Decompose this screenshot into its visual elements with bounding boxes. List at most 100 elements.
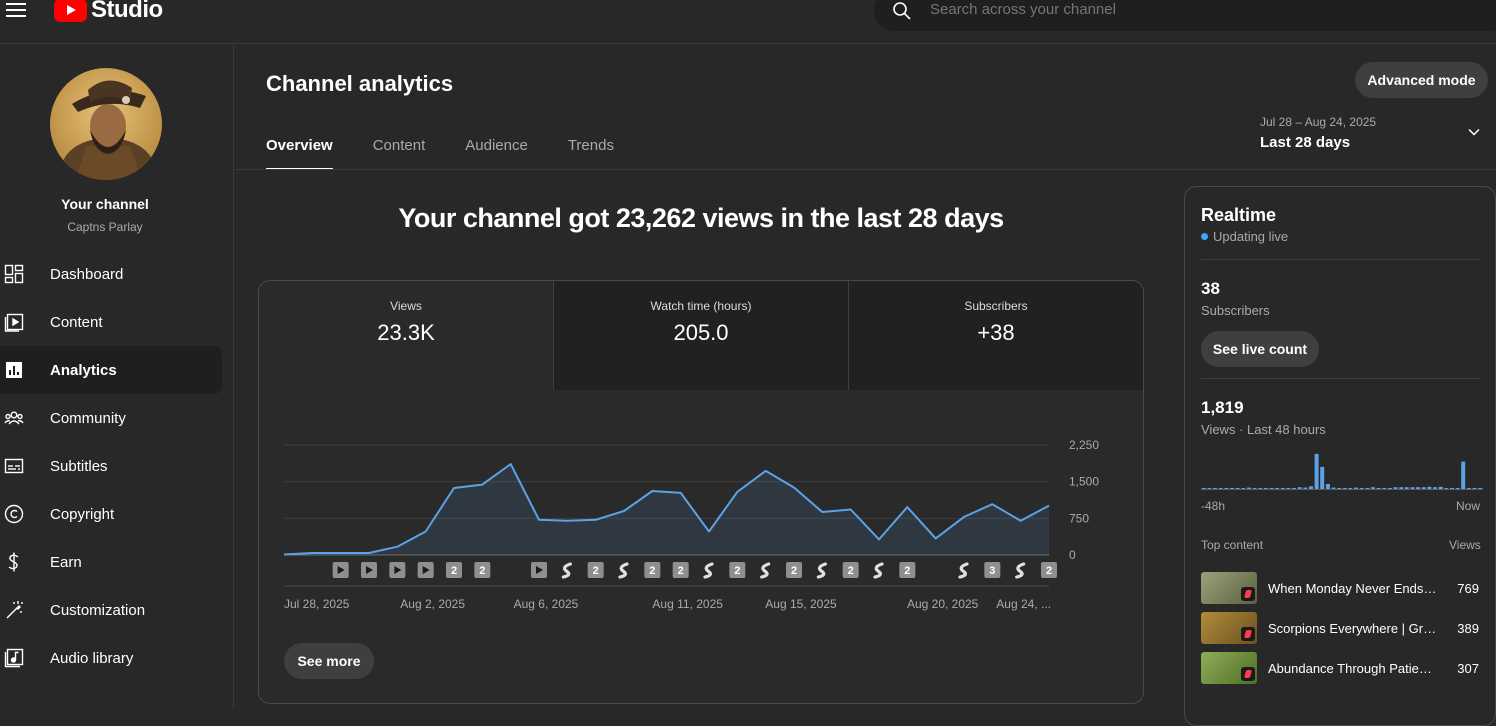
shorts-icon [618, 562, 629, 579]
mini-chart-bar [1348, 488, 1353, 489]
top-content-row[interactable]: Abundance Through Patien… 307 [1201, 652, 1483, 684]
top-content-views: 769 [1457, 581, 1479, 596]
realtime-status-text: Updating live [1213, 229, 1289, 244]
play-icon [394, 566, 402, 574]
sidebar-nav: Dashboard Content Analytics Community Su… [0, 250, 222, 682]
search-icon[interactable] [892, 1, 912, 21]
sidebar-item-label: Audio library [50, 649, 134, 667]
video-thumbnail[interactable] [1201, 572, 1257, 604]
sidebar-item-label: Customization [50, 601, 146, 619]
mini-chart-bar [1292, 488, 1296, 489]
publish-count-marker: 3 [984, 562, 1001, 578]
play-icon [422, 566, 430, 574]
mini-chart-bar [1421, 487, 1426, 489]
search-bar[interactable] [874, 0, 1496, 31]
mini-chart-bar [1472, 488, 1477, 489]
mini-chart-bar [1325, 484, 1330, 489]
mini-chart-bar [1466, 488, 1471, 489]
video-marker-icon [332, 562, 349, 578]
publish-count-marker: 2 [644, 562, 661, 578]
publish-count: 2 [479, 565, 485, 577]
publish-count-marker: 2 [587, 562, 604, 578]
tab-audience[interactable]: Audience [465, 137, 528, 154]
marker-background [446, 562, 462, 578]
top-content-row[interactable]: When Monday Never Ends… 769 [1201, 572, 1483, 604]
channel-name: Captns Parlay [67, 220, 143, 234]
mini-chart-bar [1218, 488, 1223, 489]
play-icon [536, 566, 543, 574]
sidebar-item-analytics[interactable]: Analytics [0, 346, 222, 394]
mini-chart-bar [1382, 488, 1387, 489]
top-bar: Studio [0, 0, 1496, 44]
main-content: Channel analytics Advanced mode Overview… [235, 45, 1496, 726]
y-tick-label: 2,250 [1069, 438, 1099, 452]
menu-icon[interactable] [6, 3, 26, 17]
advanced-mode-button[interactable]: Advanced mode [1355, 62, 1488, 98]
video-thumbnail[interactable] [1201, 652, 1257, 684]
video-marker-icon [389, 562, 406, 578]
sidebar-item-community[interactable]: Community [0, 394, 222, 442]
page-title: Channel analytics [266, 71, 454, 96]
metric-watch-time[interactable]: Watch time (hours) 205.0 [554, 281, 849, 390]
mini-chart-bar [1269, 488, 1274, 489]
x-tick-label: Aug 20, 2025 [907, 597, 979, 611]
video-marker-icon [361, 562, 377, 578]
sidebar-item-earn[interactable]: Earn [0, 538, 222, 586]
overview-headline: Your channel got 23,262 views in the las… [398, 203, 1004, 233]
sidebar-item-content[interactable]: Content [0, 298, 222, 346]
sidebar-item-copyright[interactable]: Copyright [0, 490, 222, 538]
tab-content[interactable]: Content [372, 137, 426, 154]
realtime-views-chart [1201, 453, 1483, 490]
video-marker-icon [417, 562, 434, 578]
mini-chart-bar [1354, 487, 1359, 489]
mini-chart-bar [1314, 453, 1319, 489]
x-tick-label: Aug 15, 2025 [765, 597, 837, 611]
shorts-icon [1241, 627, 1255, 641]
publish-count-marker: 2 [899, 562, 916, 578]
divider [1201, 259, 1481, 260]
y-tick-label: 0 [1069, 548, 1076, 562]
metric-views[interactable]: Views 23.3K [259, 281, 554, 390]
marker-background [899, 562, 916, 578]
shorts-icon [816, 562, 827, 579]
search-input[interactable] [930, 1, 1430, 18]
publish-count-marker: 2 [446, 562, 462, 578]
metric-subscribers[interactable]: Subscribers +38 [849, 281, 1143, 390]
mini-chart-bar [1376, 488, 1381, 489]
sidebar-item-audio-library[interactable]: Audio library [0, 634, 222, 682]
marker-background [786, 562, 802, 578]
sidebar-item-subtitles[interactable]: Subtitles [0, 442, 222, 490]
top-content-title: Scorpions Everywhere | Gr… [1268, 621, 1437, 636]
mini-chart-bar [1207, 488, 1212, 489]
mini-chart-bar [1393, 487, 1398, 489]
channel-avatar[interactable] [50, 68, 162, 180]
mini-chart-bar [1337, 488, 1342, 489]
mini-chart-bar [1309, 486, 1313, 489]
mini-chart-bar [1320, 466, 1325, 489]
see-more-button[interactable]: See more [284, 643, 374, 679]
mini-chart-end-label: Now [1456, 499, 1481, 513]
play-icon [337, 566, 345, 574]
metric-value: 205.0 [673, 320, 729, 345]
see-live-count-button[interactable]: See live count [1201, 331, 1319, 367]
marker-background [842, 562, 859, 578]
tabs-divider [235, 169, 1496, 170]
short-marker-icon [814, 562, 831, 579]
tab-trends[interactable]: Trends [567, 137, 614, 154]
sidebar-item-customization[interactable]: Customization [0, 586, 222, 634]
mini-chart-bar [1438, 486, 1443, 490]
metric-tabs: Views 23.3K Watch time (hours) 205.0 Sub… [259, 281, 1143, 390]
publish-count: 2 [1046, 565, 1052, 577]
tab-overview[interactable]: Overview [266, 137, 333, 170]
chevron-down-icon[interactable] [1467, 125, 1481, 139]
video-thumbnail[interactable] [1201, 612, 1257, 644]
sidebar-item-dashboard[interactable]: Dashboard [0, 250, 222, 298]
publish-count-marker: 2 [1041, 562, 1057, 578]
studio-logo[interactable]: Studio [54, 0, 163, 24]
mini-chart-bar [1359, 488, 1364, 489]
date-range-picker[interactable]: Jul 28 – Aug 24, 2025 Last 28 days [1260, 115, 1376, 151]
views-chart: 0 750 1,500 2,250 2 2 2 2 2 2 2 2 2 3 2 Jul 28, 2025 Aug… [283, 438, 1099, 611]
date-range-dates: Jul 28 – Aug 24, 2025 [1260, 115, 1377, 129]
top-content-row[interactable]: Scorpions Everywhere | Gr… 389 [1201, 612, 1483, 644]
content-icon [4, 313, 24, 332]
